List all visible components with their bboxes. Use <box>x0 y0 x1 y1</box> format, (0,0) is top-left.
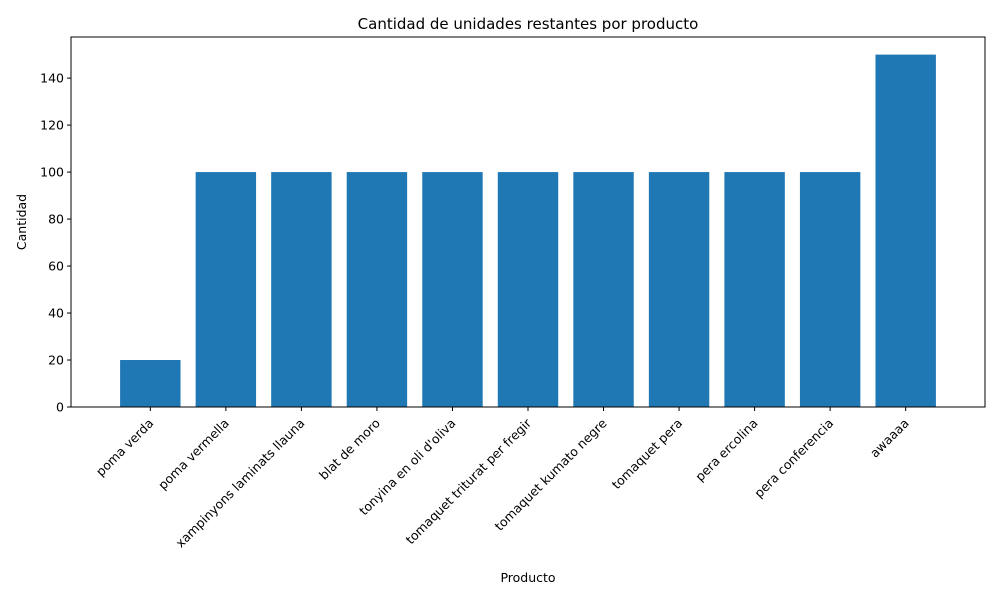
bar-6 <box>573 172 634 407</box>
x-axis-label: Producto <box>500 570 555 585</box>
plot-frame <box>70 36 986 408</box>
bar-7 <box>648 172 710 407</box>
bar-3 <box>346 172 408 407</box>
bar-5 <box>497 172 559 407</box>
bar-0 <box>120 360 181 407</box>
y-tick-label: 120 <box>40 118 64 133</box>
y-tick-label: 60 <box>48 259 64 274</box>
bar-9 <box>799 172 861 407</box>
y-axis-ticks: 0 20 40 60 80 100 120 140 <box>40 71 71 415</box>
y-tick-label: 80 <box>48 212 64 227</box>
bar-1 <box>195 172 257 407</box>
bars-group <box>120 54 936 408</box>
chart-title: Cantidad de unidades restantes por produ… <box>358 15 699 33</box>
bar-8 <box>724 172 785 407</box>
y-tick-label: 140 <box>40 71 64 86</box>
y-tick-label: 100 <box>40 165 64 180</box>
bar-2 <box>271 172 332 407</box>
bar-4 <box>422 172 483 407</box>
y-tick-label: 40 <box>48 306 64 321</box>
y-axis-label: Cantidad <box>14 194 29 250</box>
bar-10 <box>875 54 936 408</box>
y-tick-label: 0 <box>56 400 64 415</box>
y-tick-label: 20 <box>48 353 64 368</box>
